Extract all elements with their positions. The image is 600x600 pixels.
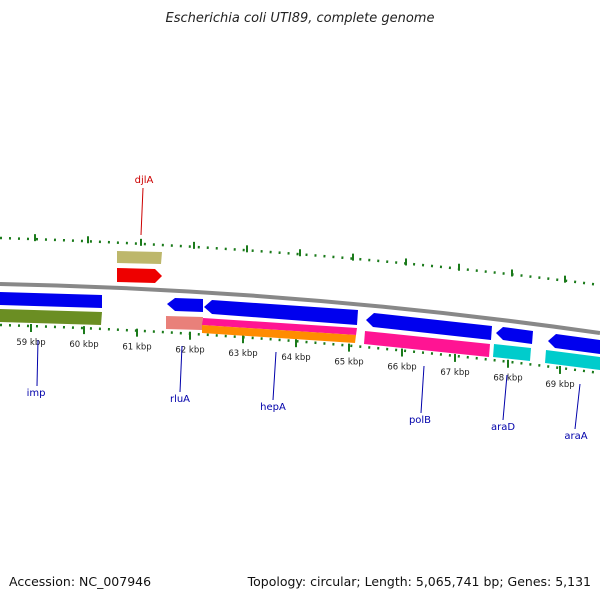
gene-label-araD: araD <box>491 422 515 433</box>
araA-leader <box>574 383 581 430</box>
gene-djlA-arrow <box>117 268 162 283</box>
scale-label: 62 kbp <box>175 346 204 356</box>
rluA-leader <box>179 345 183 393</box>
gene-imp-feature <box>0 309 102 325</box>
hepA-leader <box>272 351 277 401</box>
scale-labels: 59 kbp 60 kbp 61 kbp 62 kbp 63 kbp 64 kbp 65 k… <box>16 338 574 390</box>
gene-imp-arrow <box>0 292 102 308</box>
scale-label: 61 kbp <box>122 343 151 353</box>
scale-label: 63 kbp <box>228 349 257 359</box>
gene-araD-arrow <box>496 327 533 344</box>
outer-major-ticks <box>34 234 566 283</box>
scale-label: 68 kbp <box>493 374 522 384</box>
gene-araD-feature <box>493 344 531 361</box>
polB-leader <box>420 365 425 414</box>
gene-rluA-feature <box>166 316 203 330</box>
gene-araA-arrow <box>548 334 600 354</box>
map-title: Escherichia coli UTI89, complete genome <box>166 11 435 26</box>
gene-label-hepA: hepA <box>260 402 286 413</box>
gene-hepA-feature-1 <box>202 318 357 335</box>
gene-label-djlA: djlA <box>135 175 154 186</box>
scale-label: 69 kbp <box>545 380 574 390</box>
gene-label-polB: polB <box>409 415 431 426</box>
djlA-leader <box>140 187 144 236</box>
inner-major-ticks <box>30 324 561 374</box>
gene-djlA-block <box>117 251 162 264</box>
gene-polB-feature <box>364 331 490 357</box>
accession-text: Accession: NC_007946 <box>9 574 152 589</box>
scale-label: 60 kbp <box>69 340 98 350</box>
scale-label: 66 kbp <box>387 363 416 373</box>
gene-label-imp: imp <box>27 388 46 399</box>
gene-hepA-feature-2 <box>202 325 356 343</box>
scale-label: 64 kbp <box>281 353 310 363</box>
imp-leader <box>36 339 39 387</box>
scale-label: 67 kbp <box>440 368 469 378</box>
topology-summary: Topology: circular; Length: 5,065,741 bp… <box>247 574 591 589</box>
gene-rluA-arrow <box>167 298 203 312</box>
scale-label: 65 kbp <box>334 358 363 368</box>
scale-label: 59 kbp <box>16 338 45 348</box>
gene-label-rluA: rluA <box>170 394 190 405</box>
genome-backbone <box>0 282 600 335</box>
outer-tick-ring <box>0 236 600 287</box>
gene-hepA-arrow <box>204 300 358 325</box>
araD-leader <box>502 374 508 421</box>
gene-araA-feature <box>545 350 600 370</box>
gene-polB-arrow <box>366 313 492 340</box>
gene-label-araA: araA <box>564 431 587 442</box>
